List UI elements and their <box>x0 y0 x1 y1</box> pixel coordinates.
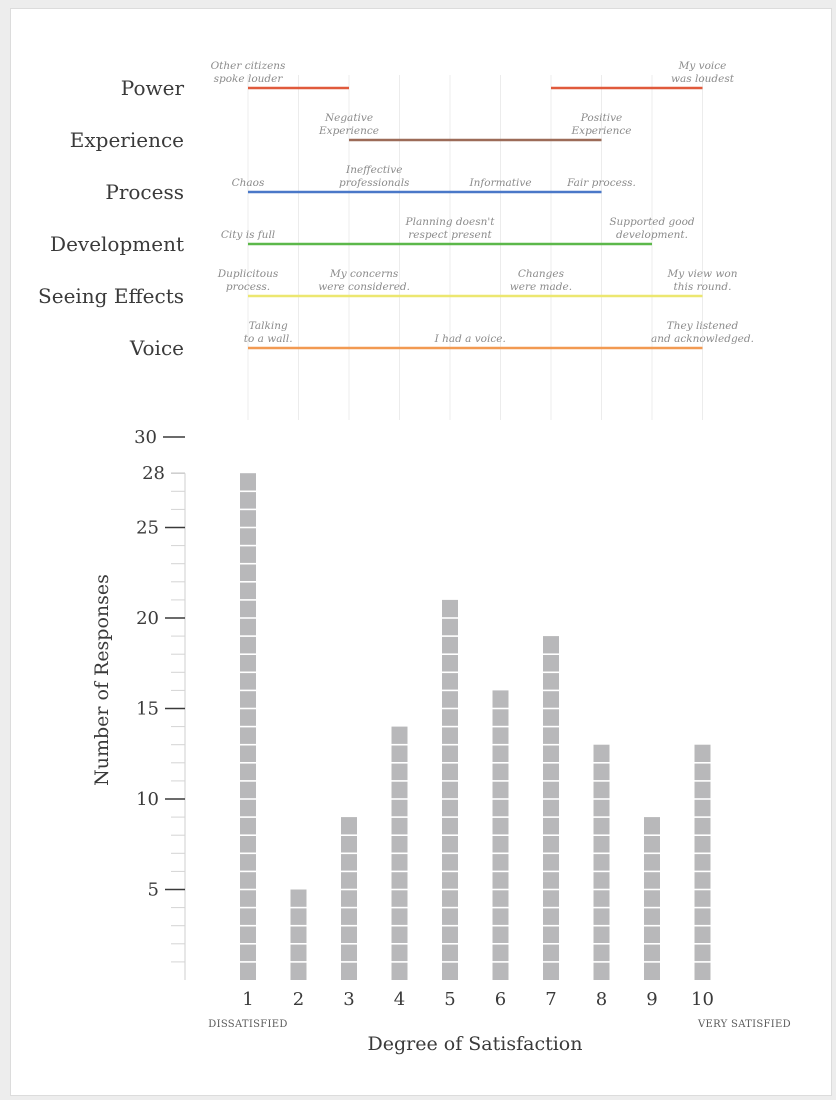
annotation-process-3: Fair process. <box>566 177 636 189</box>
y-axis-title: Number of Responses <box>91 574 113 786</box>
x-tick-label-4: 4 <box>394 989 405 1010</box>
annotation-development-1: Planning doesn't respect present <box>405 216 496 241</box>
y-tick-label-30: 30 <box>134 427 157 448</box>
annotation-experience-1: Positive Experience <box>571 112 632 137</box>
annotation-seeing-effects-2: Changes were made. <box>510 268 572 293</box>
bar-9 <box>644 817 660 980</box>
y-tick-label-20: 20 <box>136 608 159 629</box>
annotation-voice-1: I had a voice. <box>434 333 506 345</box>
x-end-label-right: VERY SATISFIED <box>697 1019 791 1030</box>
annotation-process-1: Ineffective professionals <box>339 164 410 189</box>
y-tick-label-10: 10 <box>136 789 159 810</box>
annotation-seeing-effects-0: Duplicitous process. <box>217 268 279 293</box>
category-label-development: Development <box>50 232 184 256</box>
x-tick-label-5: 5 <box>444 989 455 1010</box>
annotation-development-0: City is full <box>221 229 275 241</box>
y-tick-label-5: 5 <box>148 880 159 901</box>
x-tick-label-7: 7 <box>545 989 556 1010</box>
y-tick-label-25: 25 <box>136 518 159 539</box>
annotation-process-0: Chaos <box>232 177 265 189</box>
x-end-label-left: DISSATISFIED <box>208 1019 287 1030</box>
x-tick-label-9: 9 <box>646 989 657 1010</box>
bar-7 <box>543 636 559 980</box>
x-tick-label-3: 3 <box>343 989 354 1010</box>
bar-5 <box>442 599 458 980</box>
x-tick-label-1: 1 <box>242 989 253 1010</box>
annotation-power-0: Other citizens spoke louder <box>211 60 286 85</box>
x-tick-label-8: 8 <box>596 989 607 1010</box>
annotation-voice-2: They listened and acknowledged. <box>651 320 754 345</box>
y-tick-label-28: 28 <box>142 463 165 484</box>
annotation-seeing-effects-1: My concerns were considered. <box>318 268 410 293</box>
category-label-seeing-effects: Seeing Effects <box>38 284 184 308</box>
bar-10 <box>694 744 711 980</box>
category-label-power: Power <box>121 76 185 100</box>
category-label-process: Process <box>105 180 184 204</box>
category-label-voice: Voice <box>129 336 184 360</box>
annotation-power-1: My voice was loudest <box>671 60 735 85</box>
x-tick-label-10: 10 <box>691 989 714 1010</box>
annotation-development-2: Supported good development. <box>609 216 695 241</box>
annotation-seeing-effects-3: My view won this round. <box>667 268 738 293</box>
annotation-experience-0: Negative Experience <box>318 112 379 137</box>
x-tick-label-2: 2 <box>293 989 304 1010</box>
bar-2 <box>290 889 307 980</box>
bar-3 <box>341 817 357 980</box>
bar-8 <box>593 744 610 980</box>
y-tick-label-15: 15 <box>136 699 159 720</box>
annotation-process-2: Informative <box>468 177 531 189</box>
x-tick-label-6: 6 <box>495 989 506 1010</box>
annotation-voice-0: Talking to a wall. <box>244 320 293 345</box>
category-label-experience: Experience <box>70 128 184 152</box>
x-axis-title: Degree of Satisfaction <box>368 1033 583 1055</box>
